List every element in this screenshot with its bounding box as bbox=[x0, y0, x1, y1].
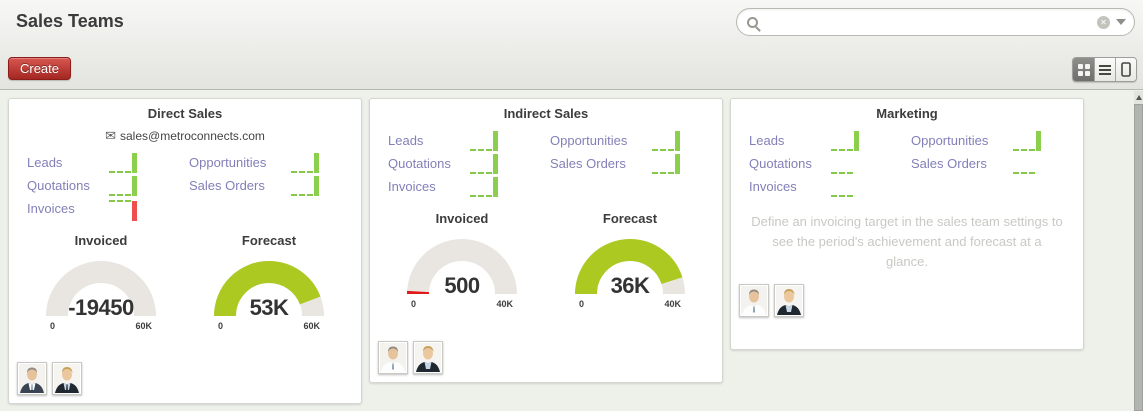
link-quotations[interactable]: Quotations bbox=[388, 156, 451, 171]
card-indirect-sales: Indirect Sales Leads Quotations Invoices… bbox=[369, 98, 723, 383]
leads-sparkline bbox=[831, 130, 859, 151]
gauge-value: 36K bbox=[610, 273, 650, 298]
team-name: Direct Sales bbox=[147, 106, 223, 121]
search-bar[interactable] bbox=[736, 8, 1135, 36]
sales-orders-sparkline bbox=[1013, 154, 1041, 174]
quotations-sparkline bbox=[109, 175, 137, 196]
scroll-up-button[interactable] bbox=[1134, 91, 1143, 103]
forecast-gauge[interactable]: 36K bbox=[570, 234, 690, 298]
team-members bbox=[739, 284, 1075, 317]
gauge-title-invoiced: Invoiced bbox=[74, 233, 128, 248]
clear-search-icon[interactable] bbox=[1097, 15, 1110, 29]
triangle-up-icon bbox=[1135, 94, 1142, 100]
link-leads[interactable]: Leads bbox=[388, 133, 424, 148]
avatar[interactable] bbox=[739, 284, 769, 317]
kanban-view-button[interactable] bbox=[1073, 58, 1094, 81]
opportunities-sparkline bbox=[652, 130, 680, 151]
vertical-scrollbar bbox=[1134, 91, 1143, 411]
link-invoices[interactable]: Invoices bbox=[27, 201, 75, 216]
team-members bbox=[17, 362, 353, 395]
gauge-value: 500 bbox=[444, 273, 480, 298]
quotations-sparkline bbox=[831, 154, 859, 174]
rectangle-icon bbox=[1121, 62, 1131, 77]
sales-orders-sparkline bbox=[652, 153, 680, 174]
team-links: Leads Quotations Invoices Opportunities … bbox=[378, 129, 714, 198]
envelope-icon: ✉ bbox=[105, 128, 116, 143]
invoicing-target-hint: Define an invoicing target in the sales … bbox=[751, 214, 1063, 269]
team-email-link[interactable]: ✉ sales@metroconnects.com bbox=[17, 127, 353, 145]
team-links: Leads Quotations Invoices Opportunities … bbox=[739, 129, 1075, 198]
header-bar: Sales Teams Create bbox=[0, 0, 1143, 90]
avatar[interactable] bbox=[17, 362, 47, 395]
create-button[interactable]: Create bbox=[8, 57, 71, 80]
gauge-ticks: 0 40K bbox=[579, 299, 681, 309]
link-invoices[interactable]: Invoices bbox=[749, 179, 797, 194]
link-opportunities[interactable]: Opportunities bbox=[550, 133, 628, 148]
avatar[interactable] bbox=[413, 341, 443, 374]
team-members bbox=[378, 341, 714, 374]
leads-sparkline bbox=[470, 130, 498, 151]
search-icon bbox=[747, 16, 758, 28]
link-opportunities[interactable]: Opportunities bbox=[189, 155, 267, 170]
list-lines-icon bbox=[1099, 64, 1111, 75]
avatar[interactable] bbox=[774, 284, 804, 317]
page-title: Sales Teams bbox=[16, 11, 124, 31]
sales-orders-sparkline bbox=[291, 175, 319, 196]
gauge-ticks: 0 60K bbox=[218, 321, 320, 331]
gauge-value: -19450 bbox=[68, 295, 134, 320]
grid-icon bbox=[1077, 63, 1090, 76]
team-gauges: Invoiced -19450 0 60K Forecast bbox=[17, 233, 353, 331]
invoices-sparkline bbox=[831, 177, 859, 197]
forecast-gauge[interactable]: 53K bbox=[209, 256, 329, 320]
link-quotations[interactable]: Quotations bbox=[27, 178, 90, 193]
team-name: Indirect Sales bbox=[503, 106, 589, 121]
team-email: sales@metroconnects.com bbox=[120, 129, 265, 143]
gauge-title-invoiced: Invoiced bbox=[435, 211, 489, 226]
search-dropdown-icon[interactable] bbox=[1116, 19, 1126, 25]
invoiced-gauge[interactable]: 500 bbox=[402, 234, 522, 298]
team-gauges: Invoiced 500 0 40K Forecast bbox=[378, 211, 714, 309]
link-leads[interactable]: Leads bbox=[749, 133, 785, 148]
invoiced-gauge[interactable]: -19450 bbox=[41, 256, 161, 320]
opportunities-sparkline bbox=[1013, 130, 1041, 151]
team-name: Marketing bbox=[876, 106, 938, 121]
link-opportunities[interactable]: Opportunities bbox=[911, 133, 989, 148]
gauge-value: 53K bbox=[249, 295, 289, 320]
link-sales-orders[interactable]: Sales Orders bbox=[189, 178, 265, 193]
gauge-title-forecast: Forecast bbox=[602, 211, 658, 226]
card-direct-sales: Direct Sales ✉ sales@metroconnects.com Le… bbox=[8, 98, 362, 404]
link-invoices[interactable]: Invoices bbox=[388, 179, 436, 194]
link-quotations[interactable]: Quotations bbox=[749, 156, 812, 171]
avatar[interactable] bbox=[52, 362, 82, 395]
list-view-button[interactable] bbox=[1094, 58, 1115, 81]
gauge-ticks: 0 40K bbox=[411, 299, 513, 309]
quotations-sparkline bbox=[470, 153, 498, 174]
link-leads[interactable]: Leads bbox=[27, 155, 63, 170]
card-marketing: Marketing Leads Quotations Invoices Oppo… bbox=[730, 98, 1084, 350]
team-links: Leads Quotations Invoices Opportunities … bbox=[17, 151, 353, 221]
form-view-button[interactable] bbox=[1115, 58, 1136, 81]
link-sales-orders[interactable]: Sales Orders bbox=[550, 156, 626, 171]
gauge-ticks: 0 60K bbox=[50, 321, 152, 331]
avatar[interactable] bbox=[378, 341, 408, 374]
leads-sparkline bbox=[109, 152, 137, 173]
opportunities-sparkline bbox=[291, 152, 319, 173]
scrollbar-thumb[interactable] bbox=[1134, 104, 1143, 411]
link-sales-orders[interactable]: Sales Orders bbox=[911, 156, 987, 171]
view-switcher bbox=[1072, 57, 1137, 82]
invoices-sparkline bbox=[470, 176, 498, 197]
invoices-sparkline bbox=[109, 199, 137, 221]
gauge-title-forecast: Forecast bbox=[241, 233, 297, 248]
search-input[interactable] bbox=[764, 12, 1091, 32]
kanban-board: Direct Sales ✉ sales@metroconnects.com Le… bbox=[0, 91, 1134, 411]
